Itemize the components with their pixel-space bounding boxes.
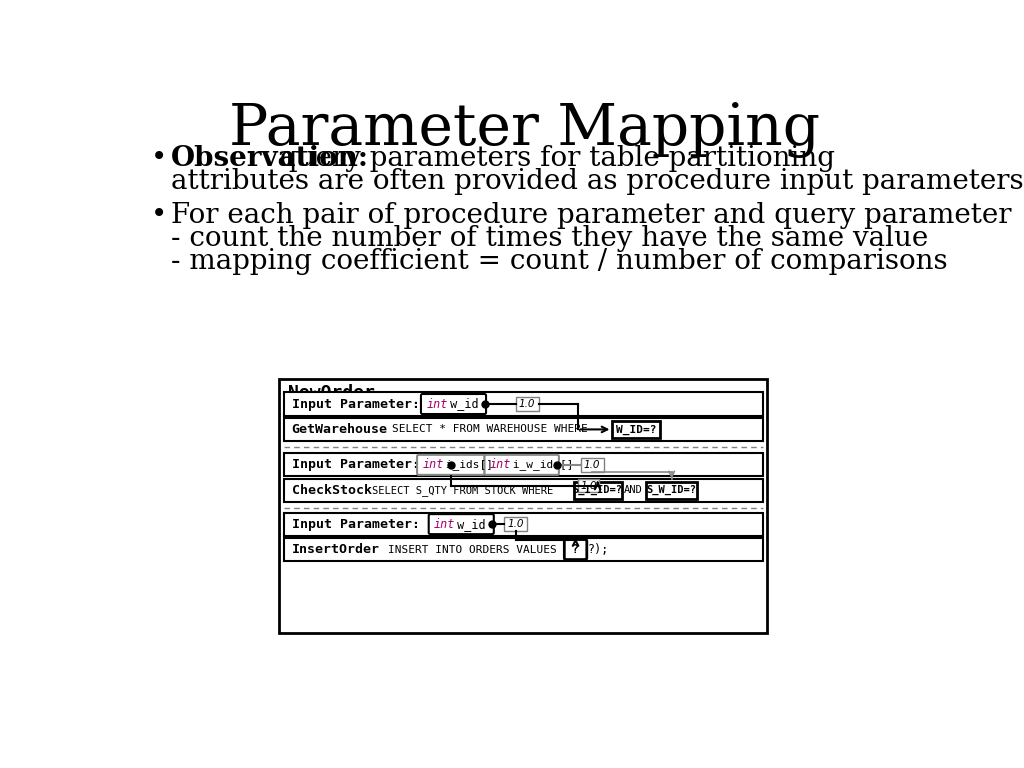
Text: 1.0: 1.0	[581, 481, 597, 491]
FancyBboxPatch shape	[280, 379, 767, 634]
Text: int: int	[489, 458, 511, 472]
Text: int: int	[434, 518, 456, 531]
Text: For each pair of procedure parameter and query parameter: For each pair of procedure parameter and…	[171, 202, 1011, 230]
FancyBboxPatch shape	[581, 458, 604, 472]
Text: ?: ?	[572, 543, 580, 556]
Text: query parameters for table partitioning: query parameters for table partitioning	[271, 144, 836, 171]
FancyBboxPatch shape	[504, 517, 527, 531]
FancyBboxPatch shape	[284, 392, 763, 415]
Text: Input Parameter:: Input Parameter:	[292, 458, 420, 472]
FancyBboxPatch shape	[429, 514, 494, 534]
Text: W_ID=?: W_ID=?	[616, 424, 656, 435]
Text: - count the number of times they have the same value: - count the number of times they have th…	[171, 225, 928, 253]
Text: INSERT INTO ORDERS VALUES: INSERT INTO ORDERS VALUES	[388, 545, 556, 554]
Text: Observation:: Observation:	[171, 144, 369, 171]
Text: ?);: ?);	[588, 543, 609, 556]
FancyBboxPatch shape	[417, 455, 484, 475]
Text: GetWarehouse: GetWarehouse	[292, 423, 387, 436]
FancyBboxPatch shape	[484, 455, 559, 475]
FancyBboxPatch shape	[515, 397, 539, 411]
FancyBboxPatch shape	[564, 540, 587, 560]
FancyBboxPatch shape	[284, 418, 763, 441]
Text: int: int	[423, 458, 443, 472]
Text: Parameter Mapping: Parameter Mapping	[229, 102, 820, 158]
Text: int: int	[426, 398, 447, 411]
FancyBboxPatch shape	[612, 421, 660, 438]
Text: 1.0: 1.0	[584, 460, 600, 470]
Text: •: •	[152, 202, 168, 230]
Text: 1.0: 1.0	[507, 519, 523, 529]
FancyBboxPatch shape	[284, 538, 763, 561]
Text: Input Parameter:: Input Parameter:	[292, 398, 420, 411]
Text: InsertOrder: InsertOrder	[292, 543, 380, 556]
Text: S_I_ID=?: S_I_ID=?	[572, 485, 623, 495]
FancyBboxPatch shape	[284, 478, 763, 502]
Text: Parameter Mapping: Parameter Mapping	[289, 399, 443, 415]
Text: •: •	[152, 144, 168, 171]
FancyBboxPatch shape	[284, 512, 763, 536]
FancyBboxPatch shape	[573, 482, 622, 498]
Text: w_id: w_id	[442, 398, 478, 411]
FancyBboxPatch shape	[578, 479, 599, 492]
FancyBboxPatch shape	[284, 453, 763, 476]
Text: attributes are often provided as procedure input parameters: attributes are often provided as procedu…	[171, 167, 1023, 194]
FancyBboxPatch shape	[646, 482, 697, 498]
Text: i_ids[]: i_ids[]	[438, 459, 493, 470]
Text: CheckStock: CheckStock	[292, 484, 372, 497]
Text: NewOrder: NewOrder	[289, 384, 376, 402]
Text: SELECT S_QTY FROM STOCK WHERE: SELECT S_QTY FROM STOCK WHERE	[372, 485, 553, 495]
Text: SELECT * FROM WAREHOUSE WHERE: SELECT * FROM WAREHOUSE WHERE	[391, 425, 587, 435]
Text: i_w_ids[]: i_w_ids[]	[506, 459, 573, 470]
Text: S_W_ID=?: S_W_ID=?	[647, 485, 696, 495]
FancyBboxPatch shape	[421, 394, 486, 414]
Text: w_id: w_id	[451, 518, 486, 531]
Text: AND: AND	[624, 485, 643, 495]
Text: - mapping coefficient = count / number of comparisons: - mapping coefficient = count / number o…	[171, 249, 947, 276]
Text: 1.0: 1.0	[519, 399, 536, 409]
Text: Input Parameter:: Input Parameter:	[292, 518, 420, 531]
